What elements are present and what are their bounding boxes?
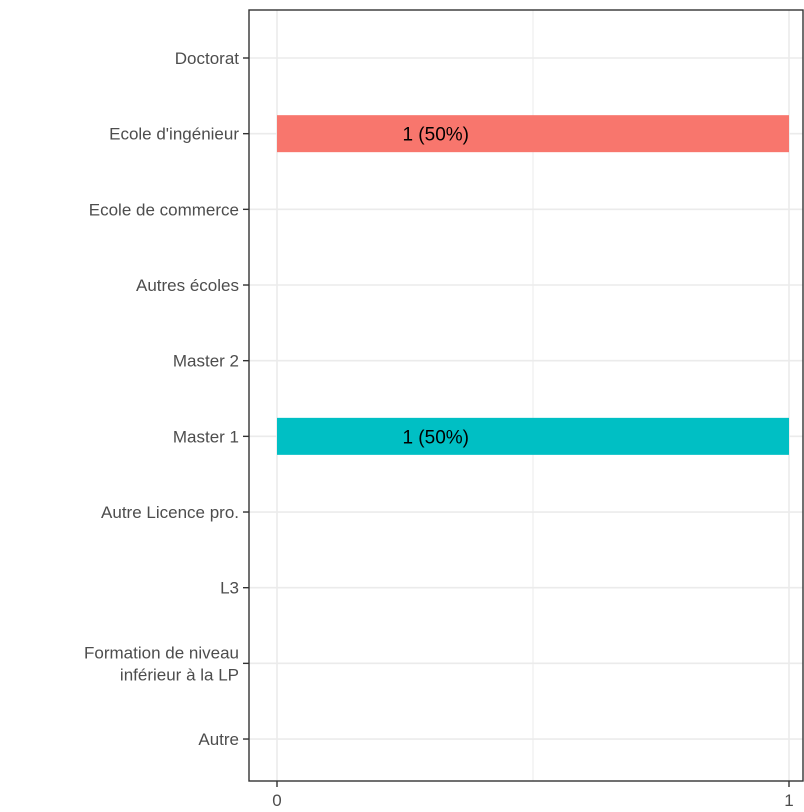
bar-data-label: 1 (50%) bbox=[402, 427, 469, 448]
y-tick-label: Autres écoles bbox=[136, 276, 239, 295]
x-tick-label: 0 bbox=[272, 791, 281, 810]
data-labels: 1 (50%) 1 (50%) bbox=[402, 125, 469, 449]
y-tick-label: Autre bbox=[198, 730, 239, 749]
y-tick-label: L3 bbox=[220, 579, 239, 598]
bar bbox=[277, 115, 789, 153]
y-tick-label: Autre Licence pro. bbox=[101, 503, 239, 522]
y-axis: Doctorat Ecole d'ingénieur Ecole de commer… bbox=[84, 49, 249, 749]
x-tick-label: 1 bbox=[784, 791, 793, 810]
y-tick-label: Formation de niveau inférieur à la LP bbox=[84, 643, 239, 684]
y-tick-label: Doctorat bbox=[175, 49, 240, 68]
y-tick-label: Master 2 bbox=[173, 352, 239, 371]
y-tick-label: Master 1 bbox=[173, 427, 239, 446]
bars bbox=[277, 115, 789, 455]
bar bbox=[277, 417, 789, 455]
y-tick-label: Ecole d'ingénieur bbox=[109, 125, 239, 144]
y-tick-label: Ecole de commerce bbox=[89, 200, 239, 219]
bar-data-label: 1 (50%) bbox=[402, 125, 469, 146]
panel-border bbox=[248, 9, 804, 782]
